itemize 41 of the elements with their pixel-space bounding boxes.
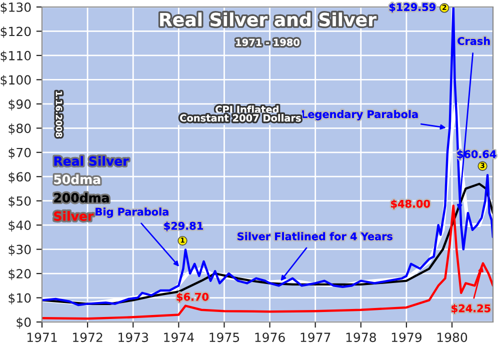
y-tick-label: $40: [8, 220, 31, 232]
y-tick-label: $90: [8, 99, 31, 111]
y-tick-label: $30: [8, 244, 31, 256]
annotation: Big Parabola: [96, 208, 168, 218]
y-tick-label: $0: [16, 317, 31, 329]
y-tick-label: $80: [8, 123, 31, 135]
annotation: 1.16.2008: [56, 92, 62, 138]
annotation: Silver Flatlined for 4 Years: [238, 232, 392, 240]
annotation: $29.81: [164, 222, 203, 232]
x-tick-label: 1978: [346, 332, 376, 342]
x-tick-label: 1971: [27, 332, 57, 342]
y-tick-label: $60: [8, 172, 31, 184]
line-series: [42, 182, 493, 305]
y-tick-label: $10: [8, 293, 31, 304]
annotation: $24.25: [452, 304, 490, 314]
y-tick-label: $20: [8, 268, 31, 280]
y-tick-label: $100: [0, 74, 31, 86]
text: 1971 - 1980: [236, 38, 300, 46]
annotation: $6.70: [176, 292, 208, 302]
annotation: Legendary Parabola: [302, 110, 418, 120]
x-tick-label: 1972: [73, 332, 102, 342]
annotation: Constant 2007 Dollars: [180, 114, 301, 122]
y-tick-label: $120: [0, 26, 31, 38]
annotation: Crash: [458, 36, 490, 45]
y-tick-label: $70: [8, 148, 31, 159]
x-tick-label: 1979: [392, 332, 422, 342]
annotation: CPI Inflated: [216, 106, 278, 114]
text: Silver: [54, 211, 94, 221]
y-tick-label: $130: [0, 2, 31, 14]
x-tick-label: 1976: [255, 332, 285, 342]
annotation: $48.00: [391, 200, 430, 210]
y-tick-label: $50: [8, 196, 31, 208]
text: 200dma: [54, 192, 109, 202]
y-tick-label: $110: [0, 50, 31, 62]
x-tick-label: 1980: [437, 332, 468, 342]
text: Real Silver: [54, 156, 129, 166]
x-tick-label: 1974: [164, 332, 194, 342]
x-tick-label: 1975: [210, 332, 240, 342]
annotation: $129.59: [389, 2, 436, 12]
x-tick-label: 1977: [300, 332, 330, 342]
x-tick-label: 1973: [118, 332, 148, 342]
